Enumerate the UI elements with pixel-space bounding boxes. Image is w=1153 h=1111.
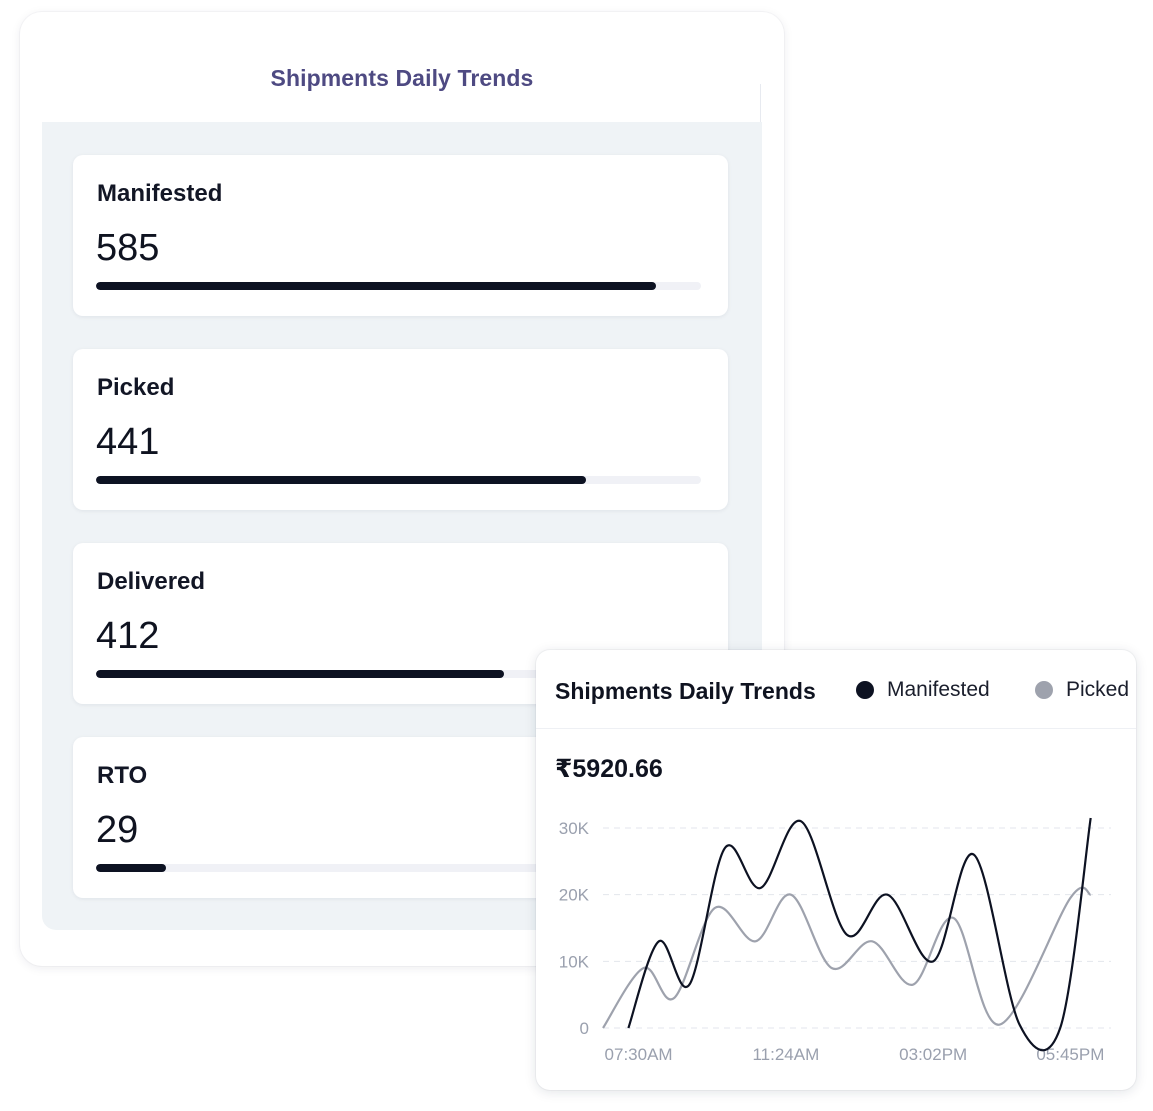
y-tick-label: 30K [559,819,590,838]
x-tick-label: 03:02PM [899,1045,967,1064]
legend-label: Picked [1066,678,1130,701]
legend-dot [856,681,874,699]
progress-track [96,864,701,872]
divider [760,84,761,124]
stat-value: 585 [96,227,160,269]
stat-card-picked[interactable]: Picked 441 [73,349,728,510]
series-line-manifested [627,817,1092,1052]
progress-fill [96,476,587,484]
progress-track [96,670,701,678]
progress-fill [96,282,656,290]
chart-header: Shipments Daily Trends Manifested Picked [536,650,1136,729]
legend-item-manifested[interactable]: Manifested [856,678,990,702]
stat-label: Manifested [97,180,223,207]
overview-title: Shipments Daily Trends [270,65,534,91]
y-tick-label: 20K [559,886,590,905]
progress-fill [96,864,166,872]
stat-label: Delivered [97,568,206,595]
legend-item-picked[interactable]: Picked [1035,678,1129,702]
y-tick-label: 0 [580,1019,589,1038]
legend-dot [1035,681,1053,699]
stat-label: RTO [97,762,148,789]
chart-title: Shipments Daily Trends [555,678,816,704]
x-tick-label: 07:30AM [605,1045,673,1064]
line-chart: 30K 20K 10K 0 07:30AM 11:24AM 03:02PM 05:45PM [559,817,1111,1064]
progress-track [96,282,701,290]
legend-label: Manifested [887,678,990,701]
x-tick-label: 11:24AM [752,1045,819,1064]
stat-label: Picked [97,374,175,401]
stat-card-manifested[interactable]: Manifested 585 [73,155,728,316]
total-amount: ₹5920.66 [555,755,663,783]
stat-value: 441 [96,421,160,463]
stat-value: 29 [96,809,139,851]
y-tick-label: 10K [559,952,590,971]
progress-fill [96,670,505,678]
stat-value: 412 [96,615,160,657]
trend-chart-card: Shipments Daily Trends Manifested Picked… [536,650,1136,1090]
series-line-picked [602,886,1092,1029]
x-tick-label: 05:45PM [1036,1045,1104,1064]
progress-track [96,476,701,484]
